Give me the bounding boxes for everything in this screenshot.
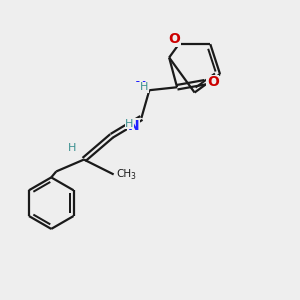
Text: N: N <box>128 119 139 133</box>
Text: O: O <box>207 75 219 89</box>
Text: H: H <box>133 82 148 92</box>
Text: H: H <box>125 119 134 129</box>
Text: H: H <box>68 143 76 153</box>
Text: O: O <box>168 32 180 46</box>
Text: 3: 3 <box>130 172 135 181</box>
Text: CH: CH <box>117 169 132 179</box>
Text: N: N <box>135 80 146 94</box>
